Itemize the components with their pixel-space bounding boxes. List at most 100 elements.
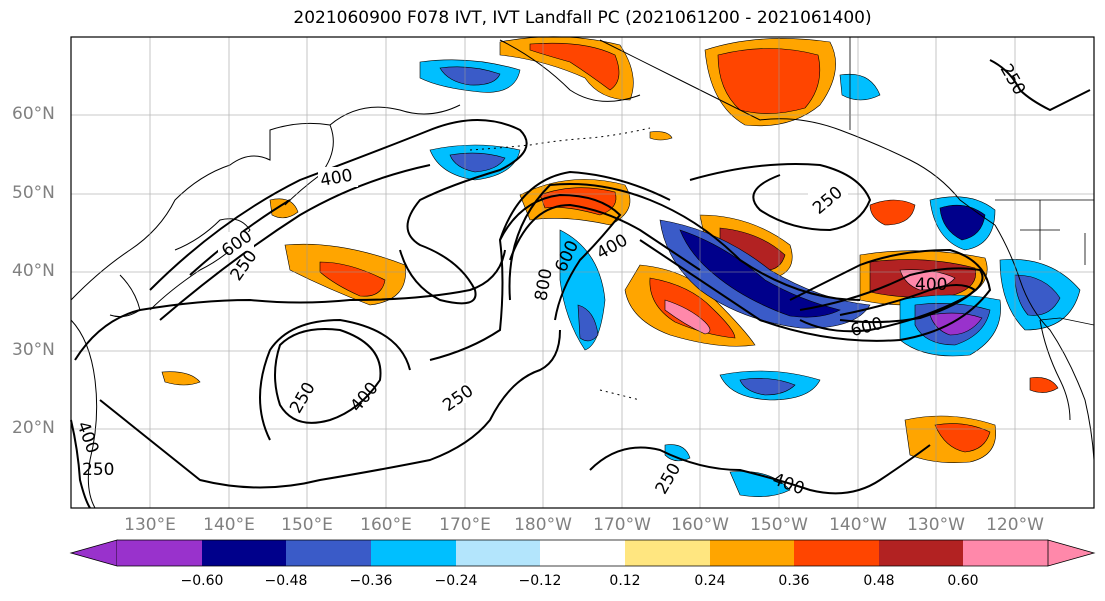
lon-label: 150°E xyxy=(281,515,333,535)
lat-label: 30°N xyxy=(12,340,55,360)
lon-label: 120°W xyxy=(986,515,1044,535)
colorbar xyxy=(69,539,1096,567)
lon-label: 130°E xyxy=(124,515,176,535)
coast-alaska xyxy=(599,39,996,226)
contour-west-250 xyxy=(159,164,431,321)
colorbar-tick-label: −0.36 xyxy=(349,573,393,589)
shade-neg-coast-peak xyxy=(929,312,983,336)
contour-label-bg-4 xyxy=(808,187,848,209)
colorbar-tick-label: −0.60 xyxy=(180,573,224,589)
colorbar-bin xyxy=(963,540,1048,566)
borders xyxy=(849,37,1095,326)
lat-label: 50°N xyxy=(12,183,55,203)
lon-label: 170°W xyxy=(593,515,651,535)
shade-neg-gulf-core xyxy=(939,204,986,241)
colorbar-bin xyxy=(540,540,625,566)
shade-neg-subtropic-1-core xyxy=(739,378,796,396)
colorbar-bin xyxy=(794,540,879,566)
gridlines xyxy=(71,37,1094,508)
contour-canada-250 xyxy=(989,59,1091,112)
colorbar-bin xyxy=(286,540,371,566)
contour-bottom-east xyxy=(589,444,931,495)
colorbar-tick-label: 0.36 xyxy=(778,573,810,589)
lon-label: 170°E xyxy=(439,515,491,535)
contour-ne-outer xyxy=(639,239,992,342)
shade-pos-alaska-west-core xyxy=(529,42,620,91)
contour-mid-600 xyxy=(509,203,701,271)
shade-pos-small-3 xyxy=(269,198,299,219)
shade-pos-small-2 xyxy=(161,371,201,386)
contour-label: 250 xyxy=(82,460,114,480)
coast-baja xyxy=(1039,319,1071,421)
shade-pos-small-1 xyxy=(1029,377,1059,393)
lon-label: 160°W xyxy=(671,515,729,535)
contour-label-bg-3 xyxy=(437,383,477,403)
shade-pos-central-ar-peak xyxy=(664,299,711,335)
colorbar-bin xyxy=(456,540,540,566)
colorbar-tick-label: 0.60 xyxy=(947,573,979,589)
colorbar-bin xyxy=(879,540,963,566)
shade-neg-subtropic-2 xyxy=(729,471,791,497)
lat-label: 20°N xyxy=(12,418,55,438)
contour-ne-400 xyxy=(799,267,984,333)
colorbar-extend-right xyxy=(1047,539,1096,567)
colorbar-tick-label: 0.12 xyxy=(609,573,641,589)
colorbar-tick-label: 0.24 xyxy=(694,573,726,589)
colorbar-bin xyxy=(202,540,286,566)
colorbar-bin xyxy=(371,540,456,566)
contour-label-bg-2 xyxy=(218,232,254,252)
contour-ne-250 xyxy=(689,163,872,232)
contour-label-bg-1 xyxy=(318,167,358,187)
shade-neg-central-west-core xyxy=(577,304,599,342)
contour-mid-250 xyxy=(429,170,671,361)
colorbar-extend-left xyxy=(69,539,118,567)
shade-pos-subtropic-east-core xyxy=(934,423,991,453)
lon-label: 130°W xyxy=(907,515,965,535)
contour-far-west xyxy=(70,419,91,509)
lat-label: 40°N xyxy=(12,261,55,281)
ivt-contours xyxy=(70,59,1091,509)
colorbar-bin xyxy=(117,540,202,566)
aleutian-chain xyxy=(469,127,651,151)
map-title: 2021060900 F078 IVT, IVT Landfall PC (20… xyxy=(293,8,872,28)
coast-japan xyxy=(149,218,251,311)
contour-south-loop xyxy=(274,328,382,424)
lon-label: 140°E xyxy=(203,515,255,535)
lat-label: 60°N xyxy=(12,104,55,124)
contour-mid-400 xyxy=(508,183,861,301)
coast-alaska-west xyxy=(499,39,641,102)
colorbar-tick-label: −0.12 xyxy=(518,573,562,589)
colorbar-tick-label: 0.48 xyxy=(863,573,895,589)
hawaii-chain xyxy=(599,389,641,401)
border-us-mexico xyxy=(1039,317,1095,326)
shade-neg-subtropic-3 xyxy=(664,444,691,462)
shade-neg-central-ar-core xyxy=(679,229,841,318)
contour-label: 400 xyxy=(915,275,947,295)
shade-pos-alaska-east-core xyxy=(717,48,821,114)
colorbar-bin xyxy=(710,540,794,566)
contour-south-loop-outer xyxy=(259,318,411,441)
colorbar-tick-label: −0.24 xyxy=(434,573,478,589)
shade-neg-bering-core xyxy=(439,66,501,86)
contour-bottom-west xyxy=(99,329,561,489)
lon-label: 150°W xyxy=(750,515,808,535)
pc-shading xyxy=(161,36,1081,497)
shade-pos-kuril-core xyxy=(319,261,386,297)
contour-west-400 xyxy=(149,119,528,305)
coast-north-america xyxy=(994,224,1095,461)
shade-neg-aleutian-west-core xyxy=(449,152,506,173)
lon-label: 160°E xyxy=(360,515,412,535)
coastlines xyxy=(70,39,1095,509)
colorbar-bin xyxy=(625,540,710,566)
shade-pos-central-ar-core xyxy=(649,277,736,339)
contour-outer-250 xyxy=(74,249,506,361)
border-interior xyxy=(1020,200,1086,265)
lon-label: 140°W xyxy=(829,515,887,535)
shade-pos-gulf-alaska xyxy=(869,199,916,226)
lon-label: 180°W xyxy=(514,515,572,535)
coast-asia xyxy=(70,104,461,301)
shade-neg-california-core xyxy=(1014,274,1061,316)
contour-ne-600 xyxy=(839,284,977,324)
map-frame xyxy=(70,36,1095,509)
